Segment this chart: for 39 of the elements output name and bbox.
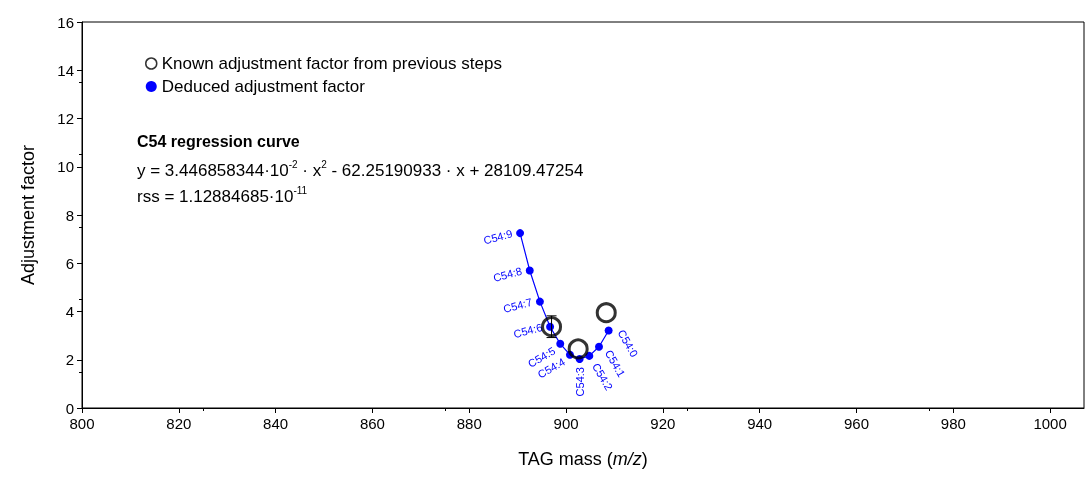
x-tick-label: 920 [650, 415, 676, 432]
y-tick-label: 14 [57, 61, 74, 79]
x-tick-label: 800 [69, 415, 95, 432]
x-tick-label: 900 [553, 415, 579, 432]
y-tick-label: 12 [57, 110, 74, 127]
point [595, 302, 617, 324]
data-label: C54:6 [512, 320, 544, 341]
point [541, 316, 563, 338]
data-label: C54:8 [491, 264, 524, 284]
x-tick-label: 880 [456, 415, 482, 432]
x-tick-label: 860 [359, 415, 385, 432]
data-label: C54:3 [573, 367, 586, 397]
point [525, 266, 534, 275]
data-label: C54:9 [482, 227, 514, 247]
y-tick-label: 2 [65, 351, 74, 369]
point [535, 297, 544, 306]
x-tick-label: 960 [843, 415, 870, 432]
y-tick-label: 0 [65, 399, 74, 417]
y-tick-label: 8 [65, 206, 74, 224]
y-tick-label: 10 [57, 158, 74, 176]
x-tick-label: 840 [263, 415, 289, 432]
x-tick-label: 820 [166, 415, 192, 432]
legend-label: Deduced adjustment factor [161, 77, 366, 96]
x-tick-label: 980 [940, 415, 966, 432]
point [604, 326, 613, 335]
point [516, 229, 525, 238]
x-axis-title: TAG mass (m/z) [518, 449, 648, 469]
y-axis-title: Adjustment factor [18, 144, 38, 286]
y-tick-label: 16 [57, 13, 74, 31]
data-label: C54:7 [502, 295, 534, 316]
point [594, 342, 603, 351]
annotation: C54 regression curve [137, 132, 300, 150]
point [567, 338, 589, 360]
x-tick-label: 940 [747, 415, 773, 432]
point [556, 339, 565, 348]
y-tick-label: 6 [65, 254, 74, 272]
y-tick-label: 4 [65, 303, 74, 320]
legend-label: Known adjustment factor from previous steps [161, 54, 502, 73]
x-tick-label: 1000 [1033, 415, 1067, 432]
